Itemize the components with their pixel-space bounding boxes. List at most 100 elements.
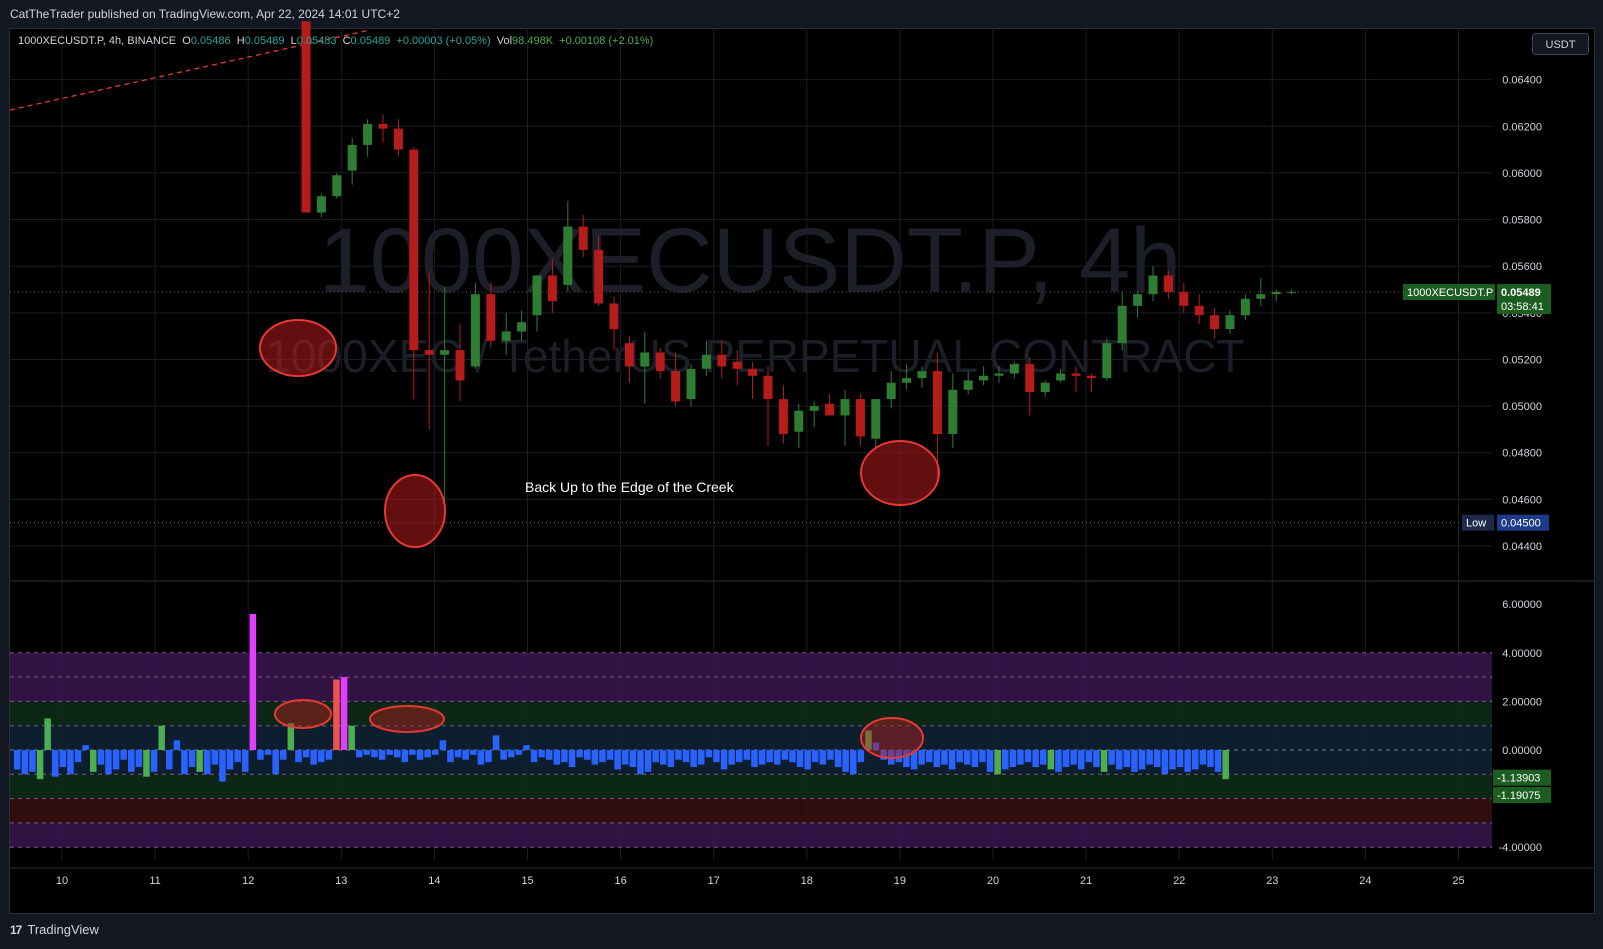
time-tick-label: 10 (56, 875, 68, 887)
osc-bar (1062, 750, 1070, 768)
osc-bar (356, 750, 363, 758)
candle-body (1009, 364, 1019, 374)
osc-bar (530, 750, 538, 763)
candle (517, 310, 527, 341)
candle-body (1256, 294, 1266, 299)
time-axis: 10 11 12 13 14 15 16 17 18 19 20 21 22 23 24 25 (56, 875, 1465, 887)
candle-body (440, 350, 450, 355)
candle-body (517, 322, 527, 332)
currency-button[interactable]: USDT (1532, 33, 1589, 55)
candle (1240, 294, 1250, 320)
osc-bar (371, 750, 378, 758)
osc-marker-circle (369, 705, 445, 733)
candle (1133, 291, 1143, 318)
candle-body (655, 352, 665, 372)
osc-bar (1146, 750, 1153, 765)
price-badge (1497, 284, 1551, 315)
candle-body (1225, 315, 1235, 330)
osc-band (10, 652, 1492, 678)
osc-bar (622, 750, 629, 765)
osc-band (10, 774, 1492, 799)
low-badge-label: Low (1466, 518, 1486, 530)
osc-bar (720, 750, 728, 770)
osc-bar (1161, 750, 1169, 775)
osc-bar (280, 750, 287, 760)
osc-bar (910, 750, 918, 770)
osc-bar (36, 750, 44, 780)
time-tick-label: 24 (1359, 875, 1371, 887)
legend-vol-label: Vol (496, 35, 513, 47)
osc-bar (188, 750, 196, 768)
legend-volume-change: +0.00108 (+2.01%) (559, 35, 654, 47)
osc-bar (629, 750, 637, 768)
candle (440, 287, 450, 523)
candle-body (855, 399, 865, 437)
candle-body (532, 275, 542, 316)
osc-bar (1123, 750, 1131, 768)
candle (578, 214, 588, 257)
candle-body (1056, 373, 1066, 381)
osc-bar (105, 750, 112, 775)
osc-bar (485, 750, 492, 763)
osc-bar (1085, 750, 1093, 763)
osc-bar (1078, 750, 1085, 770)
osc-bar (44, 718, 51, 750)
price-tick-label: 0.05600 (1502, 261, 1542, 273)
osc-current-box (1493, 786, 1551, 803)
candle (301, 21, 311, 213)
candle-body (671, 371, 681, 402)
countdown-label: 03:58:41 (1501, 301, 1544, 313)
tradingview-logo-icon: 17 (10, 922, 22, 937)
footer-brand[interactable]: TradingView (27, 922, 99, 937)
osc-bar (295, 750, 302, 763)
osc-bar (112, 750, 120, 770)
osc-tick-label: -4.00000 (1499, 842, 1542, 854)
osc-bar (986, 750, 994, 772)
osc-bar (325, 750, 333, 760)
osc-bar (424, 750, 431, 758)
osc-bar (67, 750, 74, 775)
osc-bar (948, 750, 956, 770)
candle (886, 371, 896, 409)
legend-symbol[interactable]: 1000XECUSDT.P, 4h, BINANCE (18, 35, 177, 47)
osc-bar (432, 750, 439, 755)
candle-body (932, 371, 942, 435)
time-tick-label: 11 (149, 875, 160, 887)
candle-body (609, 303, 619, 330)
candle-body (886, 382, 896, 400)
candle (378, 114, 388, 143)
osc-bar (21, 750, 29, 775)
osc-marker-circle (274, 699, 332, 729)
candle-body (948, 389, 958, 435)
candle (470, 282, 480, 369)
osc-bar (257, 750, 264, 760)
candle-body (748, 368, 758, 376)
osc-bar (1176, 750, 1184, 768)
osc-bar (363, 750, 371, 755)
osc-bar (515, 750, 523, 755)
osc-bar (500, 750, 507, 760)
osc-bar (591, 750, 599, 765)
candle-body (1194, 305, 1204, 316)
candle (902, 364, 912, 390)
osc-bar (599, 750, 606, 763)
price-tick-label: 0.05000 (1502, 401, 1542, 413)
osc-bar (865, 730, 872, 750)
osc-bar (416, 750, 424, 760)
candle-body (409, 149, 419, 351)
candle (1287, 289, 1297, 295)
candle-body (470, 294, 480, 367)
candle (1071, 366, 1081, 393)
osc-bar (918, 750, 925, 765)
osc-axis: 6.00000 4.00000 2.00000 0.00000 -4.00000 (1499, 599, 1542, 854)
candle (1056, 368, 1066, 383)
osc-bar (242, 750, 249, 772)
osc-bar (690, 750, 697, 768)
legend-close: 0.05489 (350, 35, 391, 47)
osc-bar (409, 750, 416, 755)
low-badge-box (1462, 514, 1494, 531)
osc-bar (333, 679, 340, 750)
candle-body (1025, 364, 1035, 393)
candle (332, 172, 342, 199)
